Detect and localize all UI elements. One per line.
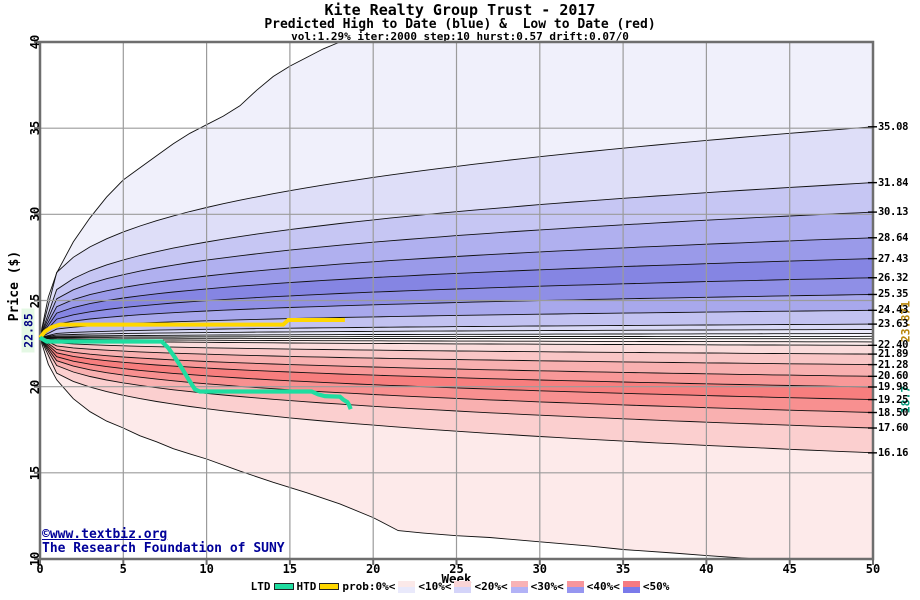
chart-subtitle: Predicted High to Date (blue) & Low to D… (264, 17, 656, 32)
right-price-label: 31.84 (878, 176, 909, 189)
y-axis-label: Price ($) (7, 250, 22, 322)
x-tick-label: 20 (365, 562, 381, 576)
legend-prob-label: prob:0%< (342, 580, 396, 593)
probability-threshold-label: <40%< (586, 580, 620, 593)
copyright-org: The Research Foundation of SUNY (42, 541, 285, 556)
right-price-label: 30.13 (878, 206, 909, 219)
right-price-label: 26.32 (878, 271, 909, 284)
right-price-label: 21.89 (878, 348, 909, 361)
y-tick-label: 30 (28, 207, 42, 222)
y-tick-label: 25 (28, 293, 42, 308)
x-tick-label: 5 (119, 562, 127, 576)
right-price-label: 19.98 (878, 381, 909, 393)
copyright-link[interactable]: ©www.textbiz.org (42, 527, 168, 542)
right-price-label: 18.50 (878, 406, 909, 419)
x-tick-label: 10 (199, 562, 214, 576)
probability-threshold-label: <10%< (418, 580, 452, 593)
y-tick-label: 40 (28, 34, 42, 50)
x-tick-label: 30 (532, 562, 548, 576)
ltd-line-swatch (273, 583, 294, 590)
y-tick-label: 15 (28, 465, 42, 481)
x-tick-label: 40 (699, 562, 714, 576)
start-price-label: 22.85 (21, 308, 36, 353)
right-price-label: 27.43 (878, 252, 909, 265)
right-price-label: 28.64 (878, 231, 909, 244)
right-price-label: 24.43 (878, 304, 909, 317)
y-tick-label: 35 (28, 120, 42, 136)
right-price-label: 19.25 (878, 393, 909, 406)
probability-threshold-label: <50% (642, 580, 670, 593)
right-price-label: 35.08 (878, 120, 909, 133)
right-price-label: 20.60 (878, 370, 909, 383)
probability-threshold-label: <30%< (530, 580, 564, 593)
right-price-label: 22.40 (878, 339, 909, 352)
legend-htd-label: HTD (296, 580, 317, 593)
x-tick-label: 45 (782, 562, 797, 576)
probability-band-swatch (622, 580, 640, 593)
x-tick-label: 50 (865, 562, 881, 576)
probability-band-swatch (510, 580, 528, 593)
chart-title: Kite Realty Group Trust - 2017 (324, 1, 596, 19)
legend-ltd-label: LTD (250, 580, 271, 593)
legend-swatches: <10%< <20%< <30%< <40%< <50% (398, 580, 669, 593)
legend: LTD HTD prob:0%< <10%< <20%< <30%< <40%< <50… (0, 580, 920, 593)
x-tick-label: 0 (36, 562, 44, 576)
probability-threshold-label: <20%< (474, 580, 508, 593)
right-price-label: 16.16 (878, 446, 909, 459)
right-price-label: 21.28 (878, 358, 909, 371)
x-tick-label: 35 (615, 562, 631, 576)
right-price-label: 23.63 (878, 318, 909, 331)
probability-band-swatch (566, 580, 584, 593)
right-price-label: 25.35 (878, 288, 909, 301)
y-tick-label: 20 (28, 379, 42, 394)
htd-line-swatch (319, 583, 340, 590)
right-price-label: 17.60 (878, 422, 909, 435)
copyright-block: ©www.textbiz.org The Research Foundation… (42, 528, 285, 556)
probability-band-swatch (398, 580, 416, 593)
x-tick-label: 15 (282, 562, 298, 576)
x-tick-label: 25 (449, 562, 464, 576)
simulation-params: vol:1.29% iter:2000 step:10 hurst:0.57 d… (291, 30, 629, 43)
probability-band-swatch (454, 580, 472, 593)
